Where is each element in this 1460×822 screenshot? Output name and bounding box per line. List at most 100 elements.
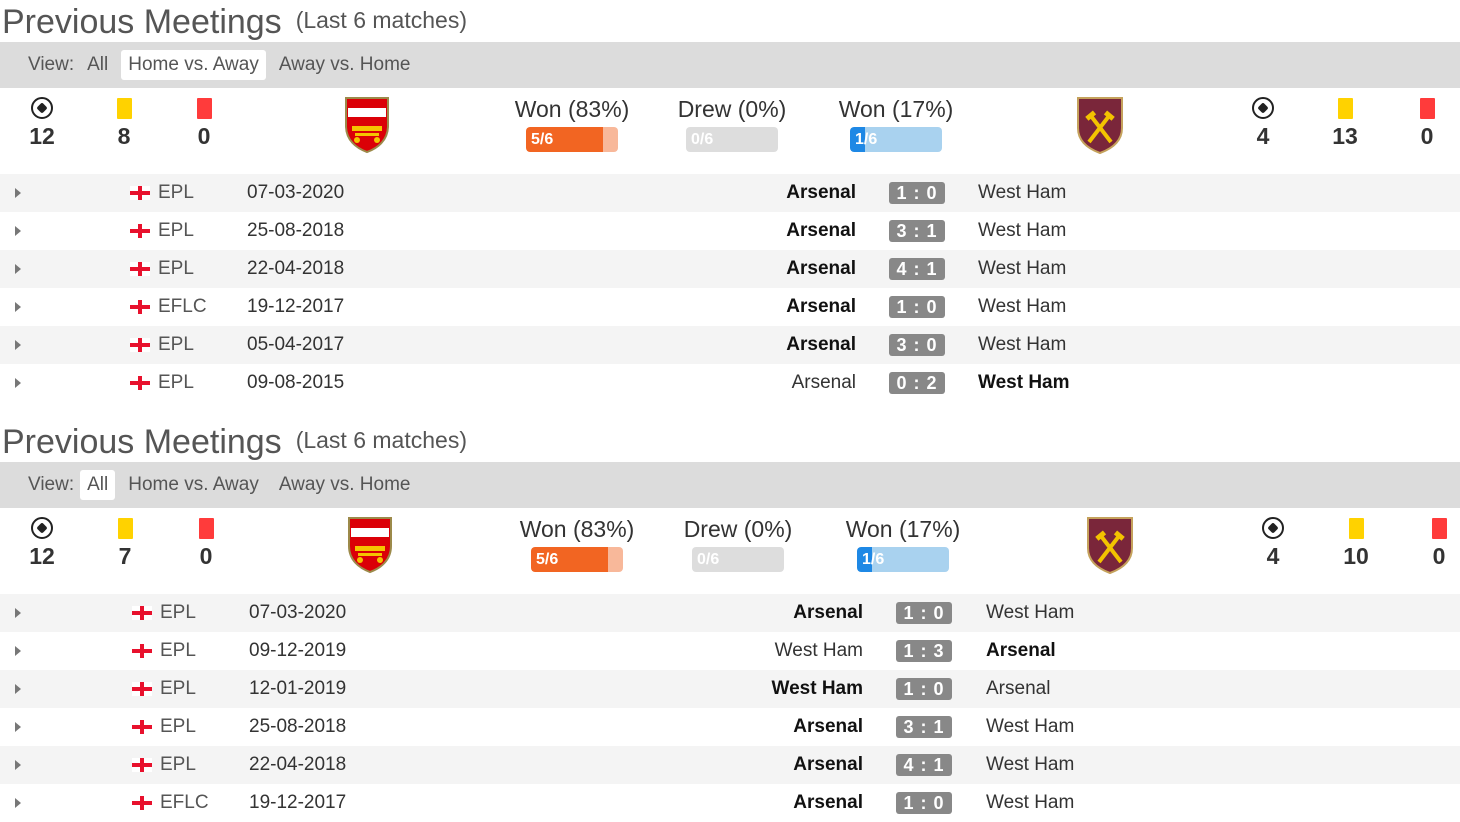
competition[interactable]: EPL xyxy=(160,640,196,661)
away-team[interactable]: West Ham xyxy=(978,182,1067,203)
match-score[interactable]: 1 : 0 xyxy=(896,792,952,814)
expand-caret-icon[interactable] xyxy=(15,188,21,198)
expand-caret-icon[interactable] xyxy=(15,798,21,808)
match-date: 25-08-2018 xyxy=(247,220,345,241)
view-option-away-vs-home[interactable]: Away vs. Home xyxy=(278,54,411,75)
match-score[interactable]: 3 : 1 xyxy=(889,220,945,242)
view-option-home-vs-away[interactable]: Home vs. Away xyxy=(128,474,259,495)
away-team[interactable]: West Ham xyxy=(986,716,1075,737)
home-win-bar: 5/6 xyxy=(526,127,618,152)
draw-ratio: Drew (0%) 0/6 xyxy=(667,96,797,152)
match-score[interactable]: 4 : 1 xyxy=(896,754,952,776)
view-option-home-vs-away[interactable]: Home vs. Away xyxy=(121,50,266,80)
home-team[interactable]: Arsenal xyxy=(793,716,863,737)
view-label: View: xyxy=(28,54,75,75)
competition[interactable]: EFLC xyxy=(158,296,207,317)
england-flag-icon xyxy=(130,262,150,276)
expand-caret-icon[interactable] xyxy=(15,760,21,770)
home-team[interactable]: Arsenal xyxy=(786,182,856,203)
expand-caret-icon[interactable] xyxy=(15,226,21,236)
match-score[interactable]: 1 : 0 xyxy=(889,182,945,204)
match-row[interactable]: EPL 07-03-2020 Arsenal 1 : 0 West Ham xyxy=(0,594,1460,632)
match-score[interactable]: 1 : 0 xyxy=(896,678,952,700)
view-option-all[interactable]: All xyxy=(80,470,116,500)
away-team[interactable]: Arsenal xyxy=(986,678,1051,699)
match-score[interactable]: 1 : 0 xyxy=(896,602,952,624)
match-score[interactable]: 1 : 3 xyxy=(896,640,952,662)
match-score[interactable]: 0 : 2 xyxy=(889,372,945,394)
match-row[interactable]: EPL 12-01-2019 West Ham 1 : 0 Arsenal xyxy=(0,670,1460,708)
competition[interactable]: EFLC xyxy=(160,792,209,813)
away-team[interactable]: West Ham xyxy=(986,602,1075,623)
home-team[interactable]: Arsenal xyxy=(786,258,856,279)
section-title: Previous Meetings xyxy=(2,3,282,41)
match-row[interactable]: EPL 22-04-2018 Arsenal 4 : 1 West Ham xyxy=(0,746,1460,784)
view-option-all[interactable]: All xyxy=(87,54,109,75)
away-team[interactable]: Arsenal xyxy=(986,640,1056,661)
away-team[interactable]: West Ham xyxy=(978,258,1067,279)
match-row[interactable]: EPL 07-03-2020 Arsenal 1 : 0 West Ham xyxy=(0,174,1460,212)
away-team[interactable]: West Ham xyxy=(978,220,1067,241)
match-row[interactable]: EFLC 19-12-2017 Arsenal 1 : 0 West Ham xyxy=(0,288,1460,326)
match-score[interactable]: 3 : 0 xyxy=(889,334,945,356)
home-team[interactable]: Arsenal xyxy=(793,792,863,813)
competition[interactable]: EPL xyxy=(160,602,196,623)
away-team[interactable]: West Ham xyxy=(978,334,1067,355)
west-ham-crest-icon xyxy=(1085,516,1135,574)
match-score[interactable]: 4 : 1 xyxy=(889,258,945,280)
match-row[interactable]: EPL 25-08-2018 Arsenal 3 : 1 West Ham xyxy=(0,708,1460,746)
away-team[interactable]: West Ham xyxy=(978,372,1070,393)
england-flag-icon xyxy=(132,606,152,620)
home-team[interactable]: Arsenal xyxy=(793,754,863,775)
competition[interactable]: EPL xyxy=(158,372,194,393)
match-score[interactable]: 1 : 0 xyxy=(889,296,945,318)
england-flag-icon xyxy=(132,644,152,658)
match-row[interactable]: EPL 22-04-2018 Arsenal 4 : 1 West Ham xyxy=(0,250,1460,288)
competition[interactable]: EPL xyxy=(158,182,194,203)
match-date: 19-12-2017 xyxy=(249,792,347,813)
expand-caret-icon[interactable] xyxy=(15,264,21,274)
away-red-count: 0 xyxy=(1432,543,1446,569)
match-row[interactable]: EPL 09-08-2015 Arsenal 0 : 2 West Ham xyxy=(0,364,1460,402)
match-row[interactable]: EFLC 19-12-2017 Arsenal 1 : 0 West Ham xyxy=(0,784,1460,822)
match-row[interactable]: EPL 09-12-2019 West Ham 1 : 3 Arsenal xyxy=(0,632,1460,670)
expand-caret-icon[interactable] xyxy=(15,608,21,618)
competition[interactable]: EPL xyxy=(158,334,194,355)
home-win-count: 5/6 xyxy=(531,131,554,148)
competition[interactable]: EPL xyxy=(160,678,196,699)
match-row[interactable]: EPL 25-08-2018 Arsenal 3 : 1 West Ham xyxy=(0,212,1460,250)
competition[interactable]: EPL xyxy=(160,716,196,737)
arsenal-crest-icon xyxy=(345,516,395,574)
competition[interactable]: EPL xyxy=(158,220,194,241)
away-win-bar-fill xyxy=(850,127,866,152)
england-flag-icon xyxy=(130,186,150,200)
expand-caret-icon[interactable] xyxy=(15,722,21,732)
expand-caret-icon[interactable] xyxy=(15,340,21,350)
home-team[interactable]: Arsenal xyxy=(786,334,856,355)
away-team[interactable]: West Ham xyxy=(986,754,1075,775)
away-team[interactable]: West Ham xyxy=(978,296,1067,317)
expand-caret-icon[interactable] xyxy=(15,302,21,312)
competition[interactable]: EPL xyxy=(160,754,196,775)
home-team[interactable]: Arsenal xyxy=(793,602,863,623)
away-win-ratio: Won (17%) 1/6 xyxy=(838,516,968,572)
away-win-bar: 1/6 xyxy=(850,127,942,152)
match-score[interactable]: 3 : 1 xyxy=(896,716,952,738)
home-team[interactable]: Arsenal xyxy=(791,372,856,393)
home-team[interactable]: Arsenal xyxy=(786,220,856,241)
away-goals-count: 4 xyxy=(1256,123,1270,149)
home-team[interactable]: Arsenal xyxy=(786,296,856,317)
away-win-bar: 1/6 xyxy=(857,547,949,572)
away-red-stat: 0 xyxy=(1419,516,1459,570)
expand-caret-icon[interactable] xyxy=(15,378,21,388)
home-red-stat: 0 xyxy=(184,96,224,150)
competition[interactable]: EPL xyxy=(158,258,194,279)
view-option-away-vs-home[interactable]: Away vs. Home xyxy=(278,474,411,495)
home-team[interactable]: West Ham xyxy=(771,678,863,699)
home-team[interactable]: West Ham xyxy=(774,640,863,661)
away-team[interactable]: West Ham xyxy=(986,792,1075,813)
expand-caret-icon[interactable] xyxy=(15,646,21,656)
home-win-count: 5/6 xyxy=(536,551,559,568)
expand-caret-icon[interactable] xyxy=(15,684,21,694)
match-row[interactable]: EPL 05-04-2017 Arsenal 3 : 0 West Ham xyxy=(0,326,1460,364)
